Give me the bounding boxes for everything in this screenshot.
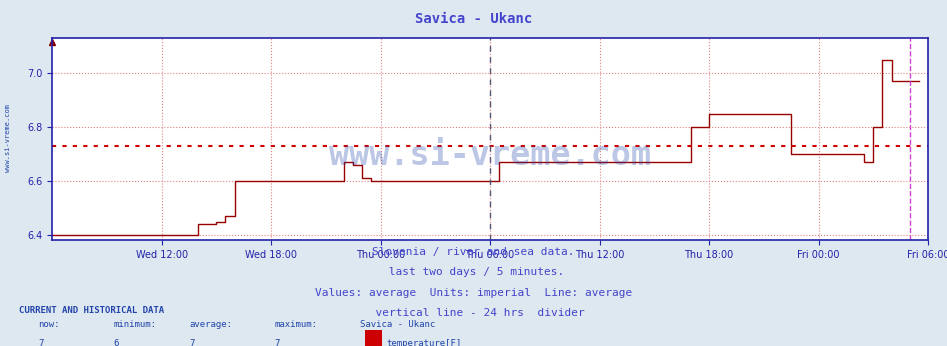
Text: minimum:: minimum: xyxy=(114,320,156,329)
Text: www.si-vreme.com: www.si-vreme.com xyxy=(5,104,10,172)
Text: Savica - Ukanc: Savica - Ukanc xyxy=(415,12,532,26)
Text: last two days / 5 minutes.: last two days / 5 minutes. xyxy=(383,267,564,277)
Text: 7: 7 xyxy=(275,339,280,346)
Text: maximum:: maximum: xyxy=(275,320,317,329)
Text: 6: 6 xyxy=(114,339,119,346)
Text: Savica - Ukanc: Savica - Ukanc xyxy=(360,320,435,329)
Text: Values: average  Units: imperial  Line: average: Values: average Units: imperial Line: av… xyxy=(314,288,633,298)
Text: Slovenia / river and sea data.: Slovenia / river and sea data. xyxy=(372,247,575,257)
Text: www.si-vreme.com: www.si-vreme.com xyxy=(329,139,652,172)
Text: 7: 7 xyxy=(38,339,44,346)
Text: temperature[F]: temperature[F] xyxy=(386,339,461,346)
Text: average:: average: xyxy=(189,320,232,329)
Text: now:: now: xyxy=(38,320,60,329)
Text: CURRENT AND HISTORICAL DATA: CURRENT AND HISTORICAL DATA xyxy=(19,306,164,315)
Text: vertical line - 24 hrs  divider: vertical line - 24 hrs divider xyxy=(362,308,585,318)
Text: 7: 7 xyxy=(189,339,195,346)
